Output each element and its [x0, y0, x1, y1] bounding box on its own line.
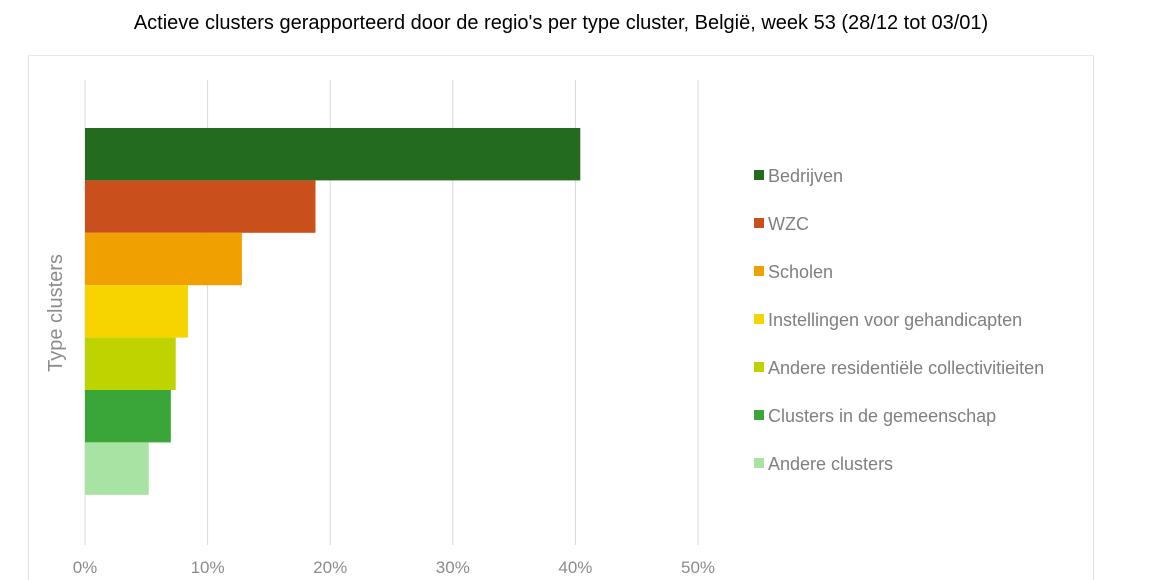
x-tick-label: 50%: [681, 558, 715, 577]
legend-label: WZC: [768, 214, 809, 234]
x-tick-label: 0%: [73, 558, 98, 577]
legend-label: Scholen: [768, 262, 833, 282]
legend: Bedrijven WZC Scholen Instellingen voor geh…: [754, 166, 1044, 474]
legend-swatch: [754, 410, 764, 420]
legend-swatch: [754, 218, 764, 228]
y-axis-title: Type clusters: [45, 254, 67, 372]
x-tick-label: 10%: [191, 558, 225, 577]
legend-label: Bedrijven: [768, 166, 843, 186]
x-tick-label: 30%: [436, 558, 470, 577]
legend-label: Clusters in de gemeenschap: [768, 406, 996, 426]
bar-bedrijven: [85, 128, 581, 181]
legend-swatch: [754, 170, 764, 180]
chart-frame: [28, 55, 1094, 580]
legend-label: Andere residentiële collectivitieiten: [768, 358, 1044, 378]
bar-instellingen-voor-gehandicapten: [85, 285, 188, 338]
bar-wzc: [85, 180, 316, 233]
legend-swatch: [754, 266, 764, 276]
legend-label: Instellingen voor gehandicapten: [768, 310, 1022, 330]
bars: [85, 128, 581, 495]
x-tick-label: 20%: [313, 558, 347, 577]
legend-swatch: [754, 362, 764, 372]
legend-label: Andere clusters: [768, 454, 893, 474]
bar-scholen: [85, 232, 242, 286]
bar-andere-clusters: [85, 442, 149, 495]
x-axis-ticks: 0% 10% 20% 30% 40% 50%: [73, 558, 715, 577]
bar-clusters-in-de-gemeenschap: [85, 390, 171, 443]
bar-andere-residenti-le-collectivitieiten: [85, 337, 176, 390]
x-tick-label: 40%: [558, 558, 592, 577]
chart-title: Actieve clusters gerapporteerd door de r…: [133, 12, 989, 34]
legend-swatch: [754, 458, 764, 468]
legend-swatch: [754, 314, 764, 324]
